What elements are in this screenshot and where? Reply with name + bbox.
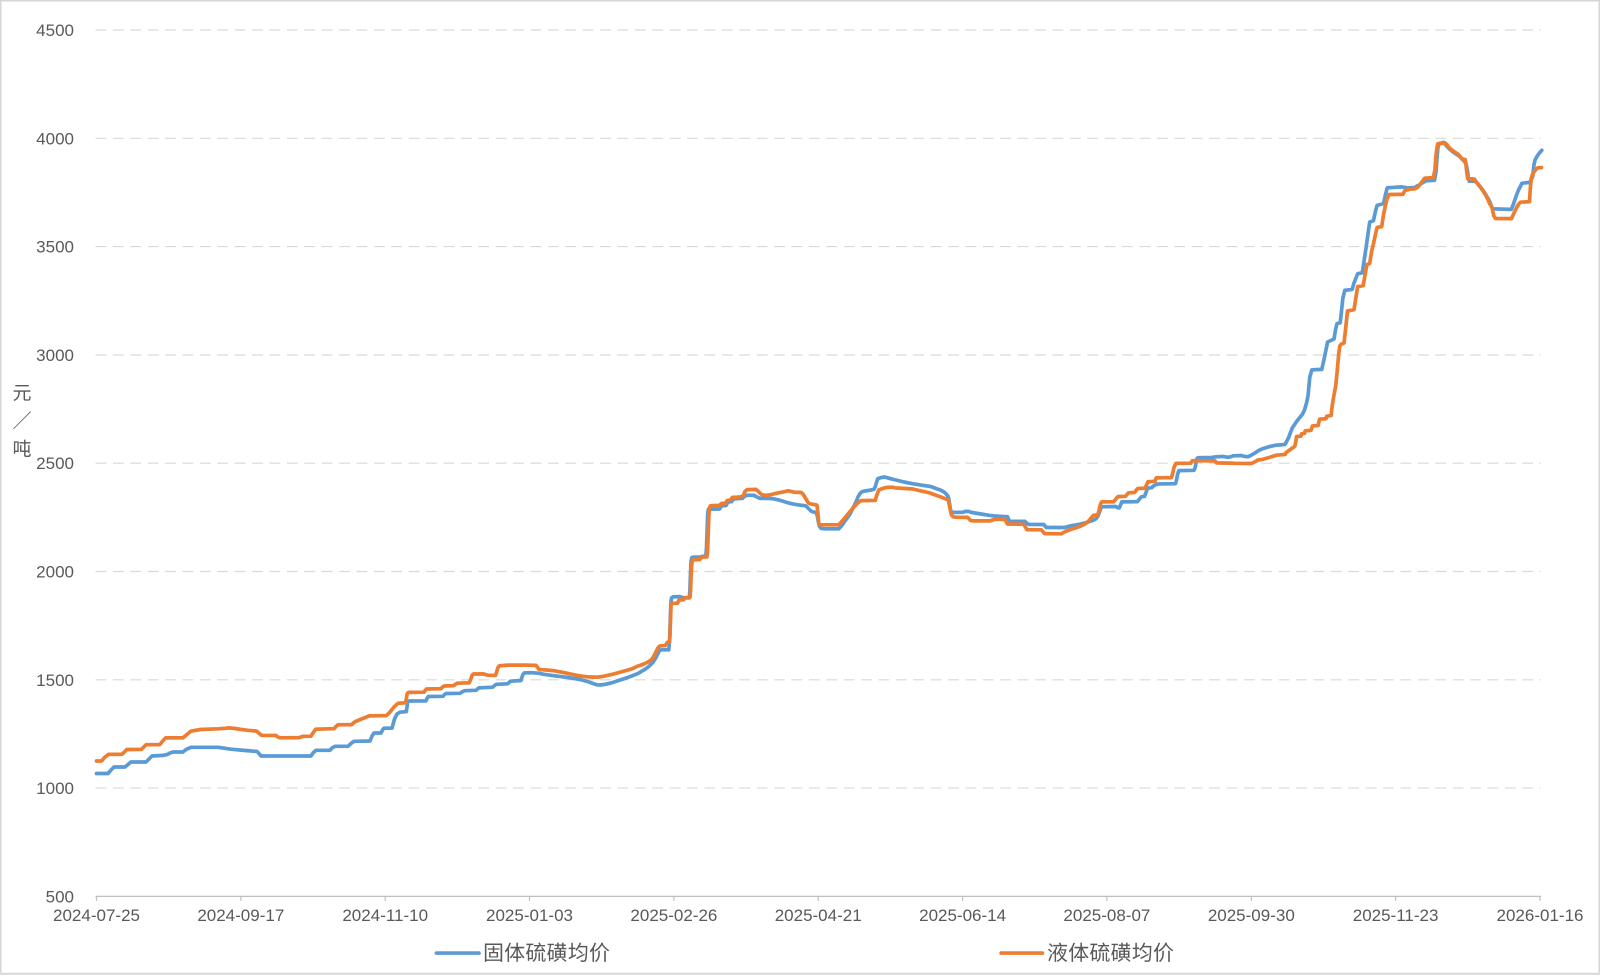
svg-text:2025-01-03: 2025-01-03 <box>486 906 573 925</box>
svg-text:1500: 1500 <box>36 671 74 690</box>
svg-text:2025-08-07: 2025-08-07 <box>1063 906 1150 925</box>
svg-text:2500: 2500 <box>36 454 74 473</box>
svg-text:500: 500 <box>46 887 74 906</box>
svg-text:1000: 1000 <box>36 779 74 798</box>
svg-text:2000: 2000 <box>36 563 74 582</box>
svg-text:2025-02-26: 2025-02-26 <box>630 906 717 925</box>
svg-text:4500: 4500 <box>36 21 74 40</box>
svg-text:2024-07-25: 2024-07-25 <box>53 906 140 925</box>
svg-text:2024-11-10: 2024-11-10 <box>342 906 428 925</box>
svg-text:3500: 3500 <box>36 238 74 257</box>
svg-text:2025-06-14: 2025-06-14 <box>919 906 1006 925</box>
svg-text:2025-11-23: 2025-11-23 <box>1353 906 1439 925</box>
svg-text:2026-01-16: 2026-01-16 <box>1497 906 1584 925</box>
svg-text:3000: 3000 <box>36 346 74 365</box>
svg-text:2025-04-21: 2025-04-21 <box>775 906 862 925</box>
svg-text:4000: 4000 <box>36 129 74 148</box>
svg-text:2024-09-17: 2024-09-17 <box>197 906 284 925</box>
svg-text:2025-09-30: 2025-09-30 <box>1208 906 1295 925</box>
